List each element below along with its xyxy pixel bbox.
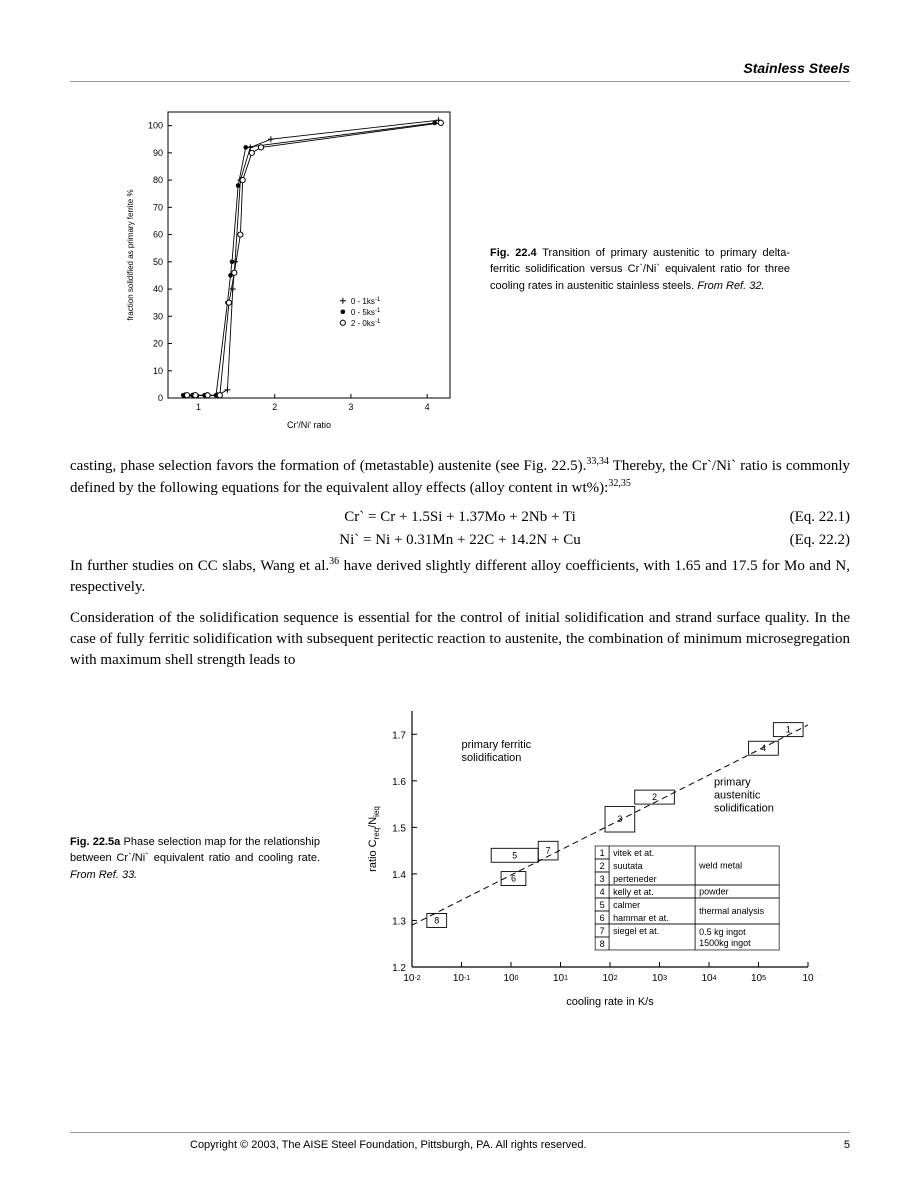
svg-text:1.3: 1.3 bbox=[392, 916, 406, 927]
svg-text:primary: primary bbox=[714, 776, 751, 788]
svg-text:4: 4 bbox=[761, 743, 766, 753]
svg-text:5: 5 bbox=[600, 900, 605, 910]
svg-text:100: 100 bbox=[148, 121, 163, 131]
svg-text:4: 4 bbox=[600, 887, 605, 897]
svg-text:2: 2 bbox=[652, 792, 657, 802]
svg-text:calmer: calmer bbox=[613, 900, 640, 910]
eq1-number: (Eq. 22.1) bbox=[790, 509, 850, 526]
svg-text:40: 40 bbox=[153, 284, 163, 294]
svg-text:weld metal: weld metal bbox=[698, 860, 742, 870]
svg-text:solidification: solidification bbox=[714, 802, 774, 814]
svg-text:90: 90 bbox=[153, 148, 163, 158]
figure-22-5a-caption: Fig. 22.5a Phase selection map for the r… bbox=[70, 834, 320, 884]
page-footer: Copyright © 2003, The AISE Steel Foundat… bbox=[70, 1132, 850, 1151]
svg-text:7: 7 bbox=[546, 846, 551, 856]
figure-22-5a-row: Fig. 22.5a Phase selection map for the r… bbox=[70, 701, 850, 1016]
svg-text:3: 3 bbox=[617, 814, 622, 824]
svg-text:1.6: 1.6 bbox=[392, 777, 406, 788]
equation-22-1: Cr` = Cr + 1.5Si + 1.37Mo + 2Nb + Ti (Eq… bbox=[70, 509, 850, 526]
figure-22-4-row: 0 10 20 30 40 50 60 70 80 90 100 1 2 3 4 Cr'/Ni' ratio f… bbox=[70, 102, 850, 437]
svg-text:70: 70 bbox=[153, 202, 163, 212]
svg-text:suutata: suutata bbox=[613, 861, 643, 871]
svg-text:1.5: 1.5 bbox=[392, 823, 406, 834]
svg-text:perteneder: perteneder bbox=[613, 874, 657, 884]
svg-text:powder: powder bbox=[699, 886, 729, 896]
svg-text:50: 50 bbox=[153, 257, 163, 267]
fig2-ref: From Ref. 33. bbox=[70, 869, 137, 881]
figure-22-5a-chart: 1.21.31.41.51.61.710-210-110010110210310… bbox=[360, 701, 820, 1016]
svg-text:ratio Creq/Nieq: ratio Creq/Nieq bbox=[367, 806, 381, 872]
svg-text:Cr'/Ni' ratio: Cr'/Ni' ratio bbox=[287, 420, 331, 430]
svg-text:3: 3 bbox=[348, 402, 353, 412]
header-title: Stainless Steels bbox=[743, 60, 850, 76]
svg-text:4: 4 bbox=[425, 402, 430, 412]
svg-text:60: 60 bbox=[153, 230, 163, 240]
svg-text:vitek et at.: vitek et at. bbox=[613, 848, 654, 858]
eq2-number: (Eq. 22.2) bbox=[790, 532, 850, 549]
svg-text:0: 0 bbox=[158, 393, 163, 403]
svg-text:6: 6 bbox=[600, 913, 605, 923]
svg-text:2: 2 bbox=[600, 861, 605, 871]
svg-text:103: 103 bbox=[652, 973, 667, 984]
svg-text:0.5 kg ingot: 0.5 kg ingot bbox=[699, 927, 746, 937]
svg-text:104: 104 bbox=[701, 973, 716, 984]
svg-text:1: 1 bbox=[786, 725, 791, 735]
svg-text:primary ferritic: primary ferritic bbox=[462, 739, 532, 751]
svg-text:austenitic: austenitic bbox=[714, 789, 761, 801]
svg-text:10: 10 bbox=[153, 366, 163, 376]
svg-text:102: 102 bbox=[602, 973, 617, 984]
svg-text:→: → bbox=[818, 970, 820, 979]
svg-text:20: 20 bbox=[153, 339, 163, 349]
svg-text:101: 101 bbox=[553, 973, 568, 984]
svg-text:fraction solidified as primary: fraction solidified as primary ferrite % bbox=[126, 189, 135, 320]
svg-text:8: 8 bbox=[434, 915, 439, 925]
svg-text:2: 2 bbox=[272, 402, 277, 412]
fig2-label: Fig. 22.5a bbox=[70, 836, 120, 848]
svg-text:1: 1 bbox=[196, 402, 201, 412]
footer-page-number: 5 bbox=[844, 1139, 850, 1151]
svg-text:7: 7 bbox=[600, 926, 605, 936]
svg-text:hammar et at.: hammar et at. bbox=[613, 913, 669, 923]
svg-text:5: 5 bbox=[512, 850, 517, 860]
svg-text:0 - 5ks-1: 0 - 5ks-1 bbox=[351, 308, 381, 317]
svg-text:1500kg ingot: 1500kg ingot bbox=[699, 938, 751, 948]
svg-text:kelly et at.: kelly et at. bbox=[613, 887, 654, 897]
svg-text:2 - 0ks-1: 2 - 0ks-1 bbox=[351, 319, 381, 328]
svg-text:1.7: 1.7 bbox=[392, 730, 406, 741]
svg-text:cooling rate in K/s: cooling rate in K/s bbox=[566, 996, 654, 1008]
svg-text:siegel et at.: siegel et at. bbox=[613, 926, 659, 936]
svg-text:100: 100 bbox=[503, 973, 518, 984]
figure-22-4-chart: 0 10 20 30 40 50 60 70 80 90 100 1 2 3 4 Cr'/Ni' ratio f… bbox=[120, 102, 460, 437]
footer-copyright: Copyright © 2003, The AISE Steel Foundat… bbox=[190, 1139, 587, 1151]
svg-text:10-2: 10-2 bbox=[403, 973, 420, 984]
svg-text:1: 1 bbox=[600, 848, 605, 858]
fig1-ref: From Ref. 32. bbox=[697, 280, 764, 292]
fig1-label: Fig. 22.4 bbox=[490, 247, 537, 259]
svg-text:3: 3 bbox=[600, 874, 605, 884]
eq2-formula: Ni` = Ni + 0.31Mn + 22C + 14.2N + Cu bbox=[339, 532, 580, 549]
svg-text:8: 8 bbox=[600, 939, 605, 949]
equation-22-2: Ni` = Ni + 0.31Mn + 22C + 14.2N + Cu (Eq… bbox=[70, 532, 850, 549]
svg-text:6: 6 bbox=[511, 874, 516, 884]
figure-22-4-caption: Fig. 22.4 Transition of primary austenit… bbox=[490, 245, 790, 295]
svg-text:10: 10 bbox=[802, 973, 814, 984]
paragraph-2: In further studies on CC slabs, Wang et … bbox=[70, 555, 850, 598]
svg-text:80: 80 bbox=[153, 175, 163, 185]
svg-text:1.4: 1.4 bbox=[392, 870, 406, 881]
svg-text:105: 105 bbox=[751, 973, 766, 984]
svg-text:0 - 1ks-1: 0 - 1ks-1 bbox=[351, 297, 381, 306]
paragraph-1: casting, phase selection favors the form… bbox=[70, 455, 850, 499]
paragraph-3: Consideration of the solidification sequ… bbox=[70, 608, 850, 671]
page-header: Stainless Steels bbox=[70, 60, 850, 82]
eq1-formula: Cr` = Cr + 1.5Si + 1.37Mo + 2Nb + Ti bbox=[344, 509, 576, 526]
svg-text:10-1: 10-1 bbox=[453, 973, 470, 984]
svg-text:solidification: solidification bbox=[462, 752, 522, 764]
svg-text:thermal analysis: thermal analysis bbox=[699, 906, 765, 916]
svg-text:30: 30 bbox=[153, 311, 163, 321]
